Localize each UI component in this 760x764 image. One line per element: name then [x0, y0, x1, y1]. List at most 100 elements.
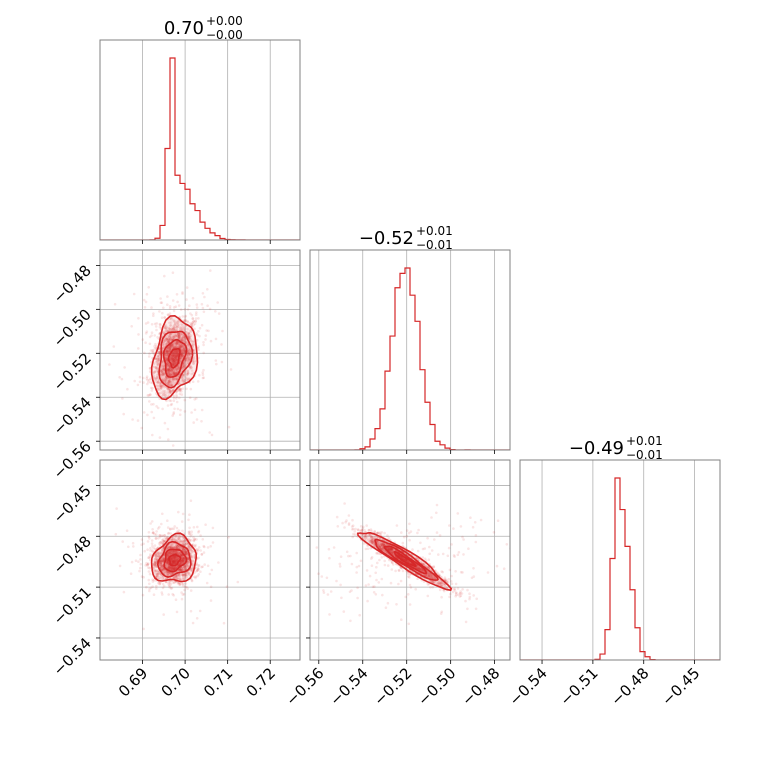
- sample-point: [118, 376, 121, 379]
- sample-point: [440, 612, 443, 615]
- sample-point: [137, 384, 140, 387]
- sample-point: [194, 544, 197, 547]
- sample-point: [355, 552, 358, 555]
- sample-point: [158, 310, 161, 313]
- sample-point: [160, 523, 163, 526]
- sample-point: [150, 306, 153, 309]
- sample-point: [115, 507, 118, 510]
- sample-point: [196, 617, 199, 620]
- sample-point: [122, 413, 125, 416]
- sample-point: [439, 534, 442, 537]
- sample-point: [142, 377, 145, 380]
- sample-point: [161, 312, 164, 315]
- sample-point: [202, 307, 205, 310]
- sample-point: [126, 388, 129, 391]
- sample-point: [321, 575, 324, 578]
- sample-point: [153, 417, 156, 420]
- sample-point: [162, 307, 165, 310]
- sample-point: [409, 584, 412, 587]
- sample-point: [152, 315, 155, 318]
- sample-point: [290, 604, 293, 607]
- sample-point: [160, 301, 163, 304]
- sample-point: [352, 533, 355, 536]
- sample-point: [137, 560, 140, 563]
- sample-point: [322, 589, 325, 592]
- sample-point: [155, 537, 158, 540]
- sample-point: [196, 569, 199, 572]
- sample-point: [198, 374, 201, 377]
- sample-point: [209, 308, 212, 311]
- y-tick-label: −0.51: [50, 583, 95, 628]
- y-tick-label: −0.56: [50, 437, 95, 482]
- sample-point: [168, 399, 171, 402]
- sample-point: [416, 532, 419, 535]
- sample-point: [204, 523, 207, 526]
- sample-point: [167, 438, 170, 441]
- sample-point: [132, 545, 135, 548]
- sample-point: [190, 610, 193, 613]
- sample-point: [151, 585, 154, 588]
- sample-point: [436, 504, 439, 507]
- sample-point: [205, 334, 208, 337]
- sample-point: [339, 565, 342, 568]
- sample-point: [454, 570, 457, 573]
- sample-point: [391, 568, 394, 571]
- title-value: −0.52: [359, 228, 414, 249]
- sample-point: [172, 594, 175, 597]
- sample-point: [183, 589, 186, 592]
- sample-point: [172, 582, 175, 585]
- sample-point: [149, 343, 152, 346]
- sample-point: [316, 546, 319, 549]
- sample-point: [447, 555, 450, 558]
- sample-point: [226, 585, 229, 588]
- sample-point: [148, 570, 151, 573]
- sample-point: [178, 529, 181, 532]
- sample-point: [162, 587, 165, 590]
- sample-point: [215, 359, 218, 362]
- sample-point: [193, 538, 196, 541]
- sample-point: [407, 575, 410, 578]
- sample-point: [381, 578, 384, 581]
- sample-point: [140, 543, 143, 546]
- sample-point: [142, 594, 145, 597]
- sample-point: [152, 531, 155, 534]
- sample-point: [131, 418, 134, 421]
- sample-point: [457, 512, 460, 515]
- sample-point: [173, 310, 176, 313]
- sample-point: [179, 393, 182, 396]
- sample-point: [371, 564, 374, 567]
- sample-point: [169, 312, 172, 315]
- sample-point: [148, 583, 151, 586]
- sample-point: [215, 338, 218, 341]
- sample-point: [449, 569, 452, 572]
- sample-point: [455, 583, 458, 586]
- sample-point: [151, 323, 154, 326]
- sample-point: [417, 550, 420, 553]
- sample-point: [161, 408, 164, 411]
- sample-point: [149, 336, 152, 339]
- sample-point: [151, 539, 154, 542]
- histogram-0: 0.70+0.00−0.00: [100, 14, 300, 244]
- sample-point: [176, 395, 179, 398]
- sample-point: [185, 462, 188, 465]
- sample-point: [163, 275, 166, 278]
- y-tick-label: −0.54: [50, 393, 95, 438]
- sample-point: [179, 414, 182, 417]
- sample-point: [139, 558, 142, 561]
- sample-point: [188, 513, 191, 516]
- sample-point: [121, 540, 124, 543]
- sample-point: [375, 579, 378, 582]
- sample-point: [142, 381, 145, 384]
- sample-point: [153, 334, 156, 337]
- sample-point: [215, 363, 218, 366]
- sample-point: [442, 553, 445, 556]
- sample-point: [148, 537, 151, 540]
- sample-point: [130, 325, 133, 328]
- histogram-title: −0.49+0.01−0.01: [569, 434, 663, 462]
- sample-point: [349, 591, 352, 594]
- title-plus: +0.01: [416, 224, 453, 238]
- sample-point: [407, 593, 410, 596]
- sample-point: [218, 312, 221, 315]
- sample-point: [202, 344, 205, 347]
- sample-point: [212, 527, 215, 530]
